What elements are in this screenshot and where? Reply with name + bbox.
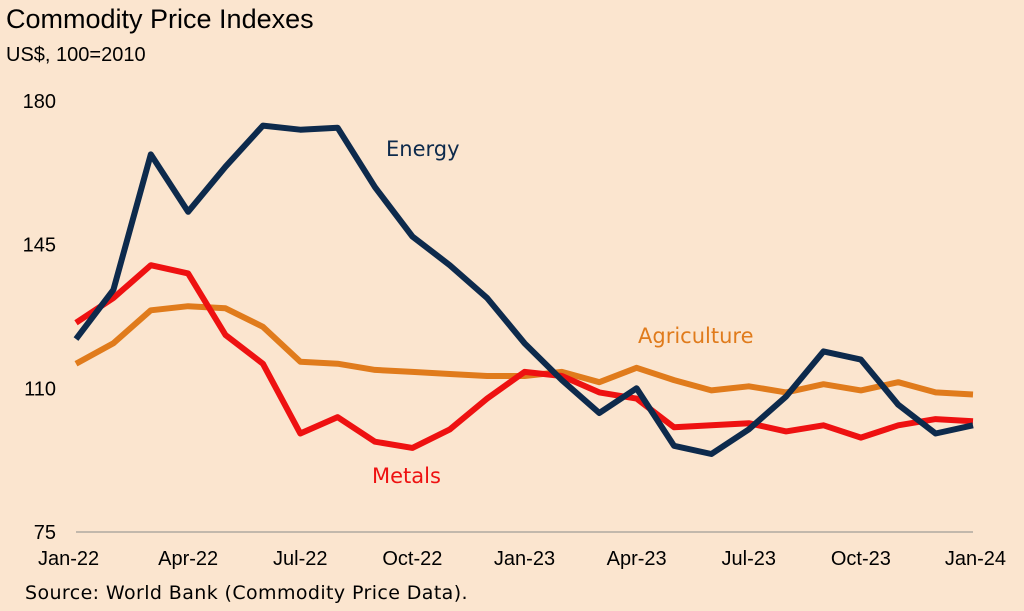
x-tick-label: Jul-23 <box>722 548 776 570</box>
series-line-energy <box>73 122 974 457</box>
chart-subtitle: US$, 100=2010 <box>6 44 146 66</box>
series-labels: Energy Metals Agriculture <box>372 137 754 488</box>
series-label-energy: Energy <box>386 137 460 161</box>
y-axis: 75 110 145 180 <box>23 91 56 544</box>
y-tick-label: 110 <box>24 378 56 400</box>
source-note: Source: World Bank (Commodity Price Data… <box>25 582 468 604</box>
x-tick-label: Oct-22 <box>382 548 442 570</box>
series-line-metals <box>74 262 974 451</box>
x-tick-label: Apr-23 <box>607 548 667 570</box>
chart-title: Commodity Price Indexes <box>6 4 314 34</box>
y-tick-label: 75 <box>34 522 56 544</box>
series-lines <box>73 122 974 457</box>
series-label-metals: Metals <box>372 464 441 488</box>
x-tick-label: Jan-23 <box>494 548 555 570</box>
y-tick-label: 145 <box>23 235 56 257</box>
series-label-agriculture: Agriculture <box>638 324 754 348</box>
x-tick-label: Jan-22 <box>38 548 99 570</box>
x-tick-label: Jan-24 <box>945 548 1006 570</box>
x-tick-label: Oct-23 <box>831 548 891 570</box>
x-axis: Jan-22 Apr-22 Jul-22 Oct-22 Jan-23 Apr-23 Jul-… <box>38 548 1006 570</box>
series-line-agriculture <box>74 303 974 398</box>
y-tick-label: 180 <box>23 91 56 113</box>
x-tick-label: Jul-22 <box>273 548 327 570</box>
x-tick-label: Apr-22 <box>158 548 218 570</box>
